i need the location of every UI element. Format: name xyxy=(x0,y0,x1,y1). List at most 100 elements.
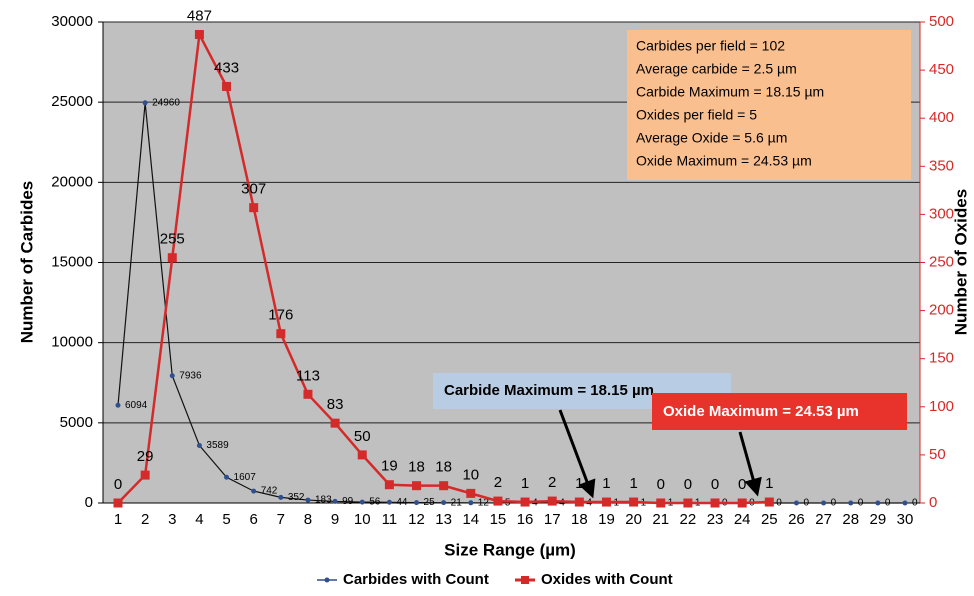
value-label: 113 xyxy=(296,367,320,384)
value-label: 176 xyxy=(268,307,293,324)
value-label: 307 xyxy=(241,181,266,198)
value-label: 83 xyxy=(327,396,344,413)
x-axis-title: Size Range (µm) xyxy=(444,540,576,559)
x-tick-label: 8 xyxy=(304,511,312,528)
info-box xyxy=(627,30,911,180)
marker xyxy=(466,488,476,498)
x-tick-label: 25 xyxy=(761,511,778,528)
marker xyxy=(493,496,503,506)
carbide-callout: Carbide Maximum = 18.15 µm xyxy=(444,382,654,399)
value-label: 56 xyxy=(369,497,381,508)
marker xyxy=(848,500,854,506)
marker xyxy=(683,498,693,508)
marker xyxy=(875,500,881,506)
y-tick-label: 15000 xyxy=(51,253,93,270)
value-label: 0 xyxy=(858,498,864,509)
value-label: 10 xyxy=(462,466,479,483)
info-text: Carbides per field = 102 Average carbide … xyxy=(636,38,824,169)
marker xyxy=(251,488,257,494)
y2-tick-label: 300 xyxy=(929,205,954,222)
x-tick-label: 19 xyxy=(598,511,615,528)
value-label: 7936 xyxy=(179,370,202,381)
value-label: 18 xyxy=(435,459,452,476)
y-tick-label: 25000 xyxy=(51,93,93,110)
value-label: 487 xyxy=(187,7,212,24)
info-line: Oxide Maximum = 24.53 µm xyxy=(636,153,812,169)
info-line: Average Oxide = 5.6 µm xyxy=(636,130,787,146)
x-tick-label: 24 xyxy=(734,511,751,528)
x-tick-label: 28 xyxy=(842,511,859,528)
value-label: 2 xyxy=(494,474,502,491)
value-label: 4 xyxy=(532,498,538,509)
legend: Carbides with Count Oxides with Count xyxy=(317,571,673,588)
value-label: 1 xyxy=(575,475,583,492)
x-tick-label: 17 xyxy=(544,511,561,528)
marker xyxy=(196,442,202,448)
y-tick-label: 5000 xyxy=(60,414,93,431)
info-line: Oxides per field = 5 xyxy=(636,107,757,123)
value-label: 255 xyxy=(160,231,185,248)
y-tick-label: 30000 xyxy=(51,13,93,30)
value-label: 18 xyxy=(408,459,425,476)
value-label: 0 xyxy=(657,476,665,493)
value-label: 3589 xyxy=(206,440,229,451)
marker xyxy=(414,500,420,506)
marker xyxy=(547,496,557,506)
marker xyxy=(468,500,474,506)
x-tick-label: 21 xyxy=(652,511,669,528)
legend-marker xyxy=(521,576,529,584)
info-line: Average carbide = 2.5 µm xyxy=(636,61,797,77)
info-line: Carbides per field = 102 xyxy=(636,38,785,54)
oxide-callout-box xyxy=(652,393,907,430)
marker xyxy=(821,500,827,506)
marker xyxy=(710,498,720,508)
y2-tick-label: 100 xyxy=(929,398,954,415)
value-label: 4 xyxy=(559,498,565,509)
marker xyxy=(249,203,259,213)
carbide-arrow xyxy=(558,409,596,499)
x-tick-label: 3 xyxy=(168,511,176,528)
legend-label: Oxides with Count xyxy=(541,571,673,588)
marker xyxy=(601,497,611,507)
value-label: 6094 xyxy=(125,400,148,411)
value-label: 0 xyxy=(912,498,918,509)
marker xyxy=(303,389,313,399)
value-label: 0 xyxy=(114,476,122,493)
marker xyxy=(276,329,286,339)
x-tick-label: 20 xyxy=(625,511,642,528)
series-line xyxy=(117,102,905,504)
x-tick-label: 13 xyxy=(435,511,452,528)
y2-tick-label: 250 xyxy=(929,253,954,270)
value-label: 0 xyxy=(684,476,692,493)
marker xyxy=(520,497,530,507)
marker xyxy=(278,494,284,500)
x-tick-label: 7 xyxy=(277,511,285,528)
value-label: 0 xyxy=(885,498,891,509)
x-tick-label: 12 xyxy=(408,511,425,528)
value-label: 0 xyxy=(776,498,782,509)
marker xyxy=(359,499,365,505)
value-label: 25 xyxy=(424,497,436,508)
marker xyxy=(115,402,121,408)
marker xyxy=(764,497,774,507)
oxide-callout: Oxide Maximum = 24.53 µm xyxy=(663,403,859,420)
marker xyxy=(441,500,447,506)
marker xyxy=(384,480,394,490)
x-tick-label: 29 xyxy=(870,511,887,528)
y2-tick-label: 450 xyxy=(929,61,954,78)
y2-tick-label: 400 xyxy=(929,109,954,126)
value-label: 1 xyxy=(521,475,529,492)
oxide-arrow xyxy=(738,431,762,497)
x-tick-label: 5 xyxy=(222,511,230,528)
x-tick-label: 1 xyxy=(114,511,122,528)
marker xyxy=(194,30,204,40)
value-label: 0 xyxy=(711,476,719,493)
x-tick-label: 11 xyxy=(382,511,398,528)
x-tick-label: 23 xyxy=(707,511,724,528)
marker xyxy=(737,498,747,508)
y2-tick-label: 150 xyxy=(929,350,954,367)
x-tick-label: 26 xyxy=(788,511,805,528)
x-tick-label: 16 xyxy=(517,511,534,528)
value-label: 1607 xyxy=(234,472,257,483)
value-label: 50 xyxy=(354,428,371,445)
